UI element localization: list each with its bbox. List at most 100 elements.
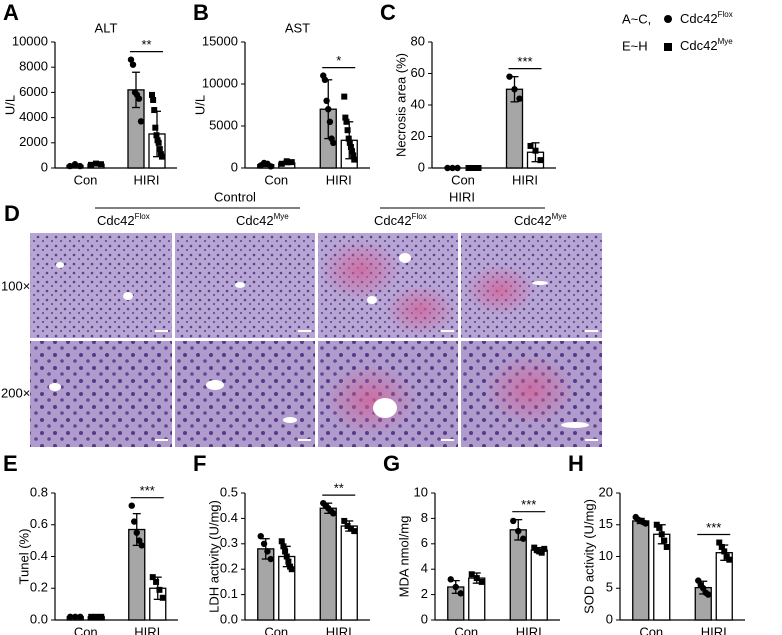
data-point bbox=[267, 163, 274, 170]
x-tick-label: Con bbox=[264, 172, 288, 187]
row-label: 100× bbox=[1, 278, 30, 293]
x-tick-label: HIRI bbox=[326, 172, 352, 187]
y-tick-label: 0.2 bbox=[220, 561, 238, 576]
data-point bbox=[257, 532, 264, 540]
vessels bbox=[49, 253, 589, 428]
data-point bbox=[350, 152, 357, 159]
y-tick-label: 0 bbox=[231, 159, 238, 174]
y-axis-label: LDH activity (U/mg) bbox=[206, 500, 221, 613]
data-point bbox=[129, 61, 137, 68]
data-point bbox=[136, 537, 143, 544]
legend-marker bbox=[664, 15, 672, 23]
data-point bbox=[138, 542, 145, 549]
group-label: HIRI bbox=[449, 189, 475, 204]
label-sup: Flox bbox=[412, 212, 427, 221]
y-tick-label: 6000 bbox=[19, 84, 48, 99]
data-point bbox=[326, 118, 334, 126]
necrosis bbox=[485, 355, 575, 425]
bar bbox=[319, 507, 337, 621]
x-tick-label: Con bbox=[264, 624, 288, 635]
data-point bbox=[66, 162, 74, 170]
data-point bbox=[515, 527, 522, 535]
data-point bbox=[280, 543, 287, 550]
y-tick-label: 10000 bbox=[202, 75, 238, 90]
label-base: Cdc42 bbox=[680, 11, 718, 26]
y-tick-label: 4000 bbox=[19, 109, 48, 124]
x-tick-label: Con bbox=[74, 172, 98, 187]
panel-label: D bbox=[4, 201, 20, 226]
y-tick-label: 0.3 bbox=[220, 535, 238, 550]
data-point bbox=[330, 510, 337, 517]
data-point bbox=[447, 576, 454, 583]
data-point bbox=[159, 594, 166, 601]
row-label: 200× bbox=[1, 385, 30, 400]
data-point bbox=[346, 139, 353, 146]
panel-label: H bbox=[568, 451, 584, 476]
data-point bbox=[98, 613, 105, 620]
data-point bbox=[716, 539, 723, 546]
label-base: Cdc42 bbox=[514, 213, 552, 228]
data-point bbox=[537, 157, 544, 164]
panel-label: E bbox=[3, 451, 18, 476]
group-label: Control bbox=[214, 189, 256, 204]
data-point bbox=[288, 159, 295, 166]
y-axis-label: U/L bbox=[2, 95, 17, 115]
data-point bbox=[520, 535, 527, 542]
data-point bbox=[260, 540, 268, 547]
data-point bbox=[135, 95, 143, 102]
label-sup: Mye bbox=[718, 37, 734, 46]
histology-images bbox=[30, 233, 602, 447]
significance: ** bbox=[141, 37, 151, 52]
bar bbox=[340, 525, 358, 621]
panel-label: B bbox=[193, 0, 209, 25]
y-tick-label: 0.0 bbox=[30, 611, 48, 626]
y-tick-label: 0.2 bbox=[30, 580, 48, 595]
label-base: Cdc42 bbox=[236, 213, 274, 228]
legend-entry: Cdc42Mye bbox=[680, 37, 733, 53]
y-tick-label: 5 bbox=[606, 580, 613, 595]
data-point bbox=[150, 96, 157, 103]
data-point bbox=[527, 142, 534, 149]
label-sup: Mye bbox=[274, 212, 290, 221]
legend-group: A~C, bbox=[622, 11, 651, 26]
y-tick-label: 4 bbox=[421, 561, 428, 576]
necrosis bbox=[325, 365, 415, 435]
legend: A~C, E~H Cdc42Flox Cdc42Mye bbox=[622, 10, 733, 53]
data-point bbox=[478, 578, 485, 585]
y-tick-label: 0.4 bbox=[220, 510, 238, 525]
y-axis-label: U/L bbox=[192, 95, 207, 115]
y-tick-label: 0 bbox=[421, 611, 428, 626]
data-point bbox=[468, 571, 475, 578]
data-point bbox=[330, 139, 337, 146]
y-tick-label: 60 bbox=[411, 65, 425, 80]
label-sup: Mye bbox=[552, 212, 568, 221]
data-point bbox=[93, 613, 100, 620]
data-point bbox=[282, 548, 289, 555]
significance: ** bbox=[334, 481, 344, 496]
data-point bbox=[465, 165, 472, 171]
label-base: Cdc42 bbox=[97, 213, 135, 228]
bar bbox=[509, 529, 527, 621]
column-label: Cdc42Flox bbox=[97, 212, 150, 228]
x-tick-label: HIRI bbox=[134, 624, 160, 635]
data-point bbox=[653, 521, 660, 528]
data-point bbox=[506, 73, 513, 80]
data-point bbox=[341, 517, 348, 524]
y-tick-label: 40 bbox=[411, 96, 425, 111]
data-point bbox=[128, 502, 135, 509]
data-point bbox=[470, 165, 477, 171]
legend-group: E~H bbox=[622, 38, 648, 53]
significance: *** bbox=[517, 54, 532, 69]
data-point bbox=[642, 520, 649, 527]
necrosis bbox=[465, 265, 535, 315]
y-tick-label: 2000 bbox=[19, 134, 48, 149]
data-point bbox=[98, 161, 104, 168]
panel-label: A bbox=[3, 0, 19, 25]
y-tick-label: 0.1 bbox=[220, 586, 238, 601]
data-point bbox=[663, 543, 670, 550]
significance: *** bbox=[521, 497, 536, 512]
data-point bbox=[278, 538, 285, 545]
legend-marker bbox=[664, 43, 672, 51]
data-point bbox=[323, 97, 330, 105]
data-point bbox=[538, 549, 545, 556]
